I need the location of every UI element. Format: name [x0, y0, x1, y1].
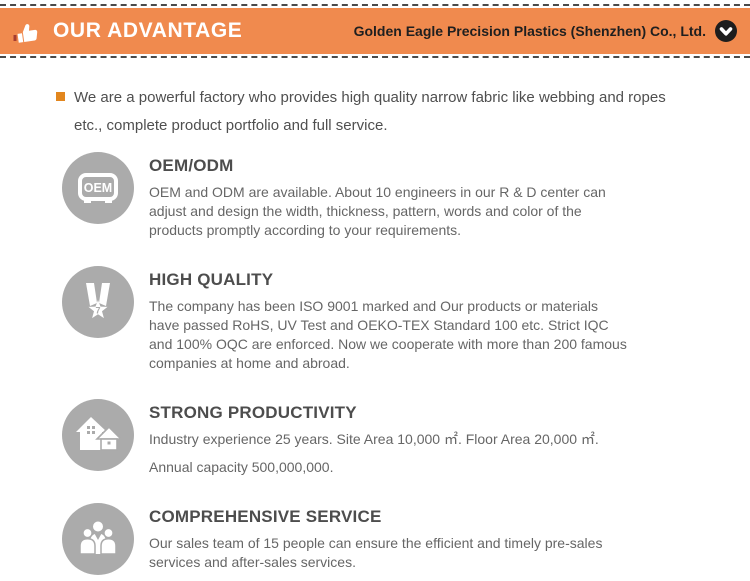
- section-title: OUR ADVANTAGE: [53, 19, 243, 42]
- feature-body-line2: Annual capacity 500,000,000.: [149, 459, 334, 475]
- company-name: Golden Eagle Precision Plastics (Shenzhe…: [353, 23, 706, 39]
- feature-body: OEM and ODM are available. About 10 engi…: [149, 184, 606, 238]
- feature-body: Industry experience 25 years. Site Area …: [149, 431, 599, 447]
- chevron-down-icon[interactable]: [715, 20, 737, 42]
- header-left: OUR ADVANTAGE: [12, 18, 242, 45]
- team-people-icon: [62, 503, 134, 575]
- feature-high-quality: 7 HIGH QUALITY The company has been ISO …: [62, 266, 750, 373]
- intro-paragraph: We are a powerful factory who provides h…: [56, 84, 670, 140]
- intro-text: We are a powerful factory who provides h…: [74, 89, 666, 134]
- feature-comprehensive-service: COMPREHENSIVE SERVICE Our sales team of …: [62, 503, 750, 575]
- feature-text-block: HIGH QUALITY The company has been ISO 90…: [149, 266, 629, 373]
- feature-title: COMPREHENSIVE SERVICE: [149, 507, 382, 526]
- feature-title: STRONG PRODUCTIVITY: [149, 403, 357, 422]
- header-right: Golden Eagle Precision Plastics (Shenzhe…: [354, 20, 737, 42]
- oem-appliance-icon: OEM: [62, 152, 134, 224]
- feature-text-block: COMPREHENSIVE SERVICE Our sales team of …: [149, 503, 629, 575]
- header-band: OUR ADVANTAGE Golden Eagle Precision Pla…: [0, 4, 750, 58]
- advantage-list: OEM OEM/ODM OEM and ODM are available. A…: [62, 152, 750, 575]
- feature-title: OEM/ODM: [149, 156, 234, 175]
- feature-body: Our sales team of 15 people can ensure t…: [149, 535, 603, 570]
- feature-body: The company has been ISO 9001 marked and…: [149, 298, 627, 371]
- feature-title: HIGH QUALITY: [149, 270, 274, 289]
- advantage-header-bar: OUR ADVANTAGE Golden Eagle Precision Pla…: [0, 8, 750, 54]
- medal-ribbon-star-icon: 7: [62, 266, 134, 338]
- feature-strong-productivity: STRONG PRODUCTIVITY Industry experience …: [62, 399, 750, 477]
- medal-icon-number: 7: [95, 306, 100, 316]
- feature-oem-odm: OEM OEM/ODM OEM and ODM are available. A…: [62, 152, 750, 240]
- feature-text-block: OEM/ODM OEM and ODM are available. About…: [149, 152, 629, 240]
- feature-text-block: STRONG PRODUCTIVITY Industry experience …: [149, 399, 629, 477]
- houses-icon: [62, 399, 134, 471]
- thumbs-up-icon: [12, 18, 42, 45]
- oem-icon-label: OEM: [84, 181, 112, 195]
- square-bullet-icon: [56, 92, 65, 101]
